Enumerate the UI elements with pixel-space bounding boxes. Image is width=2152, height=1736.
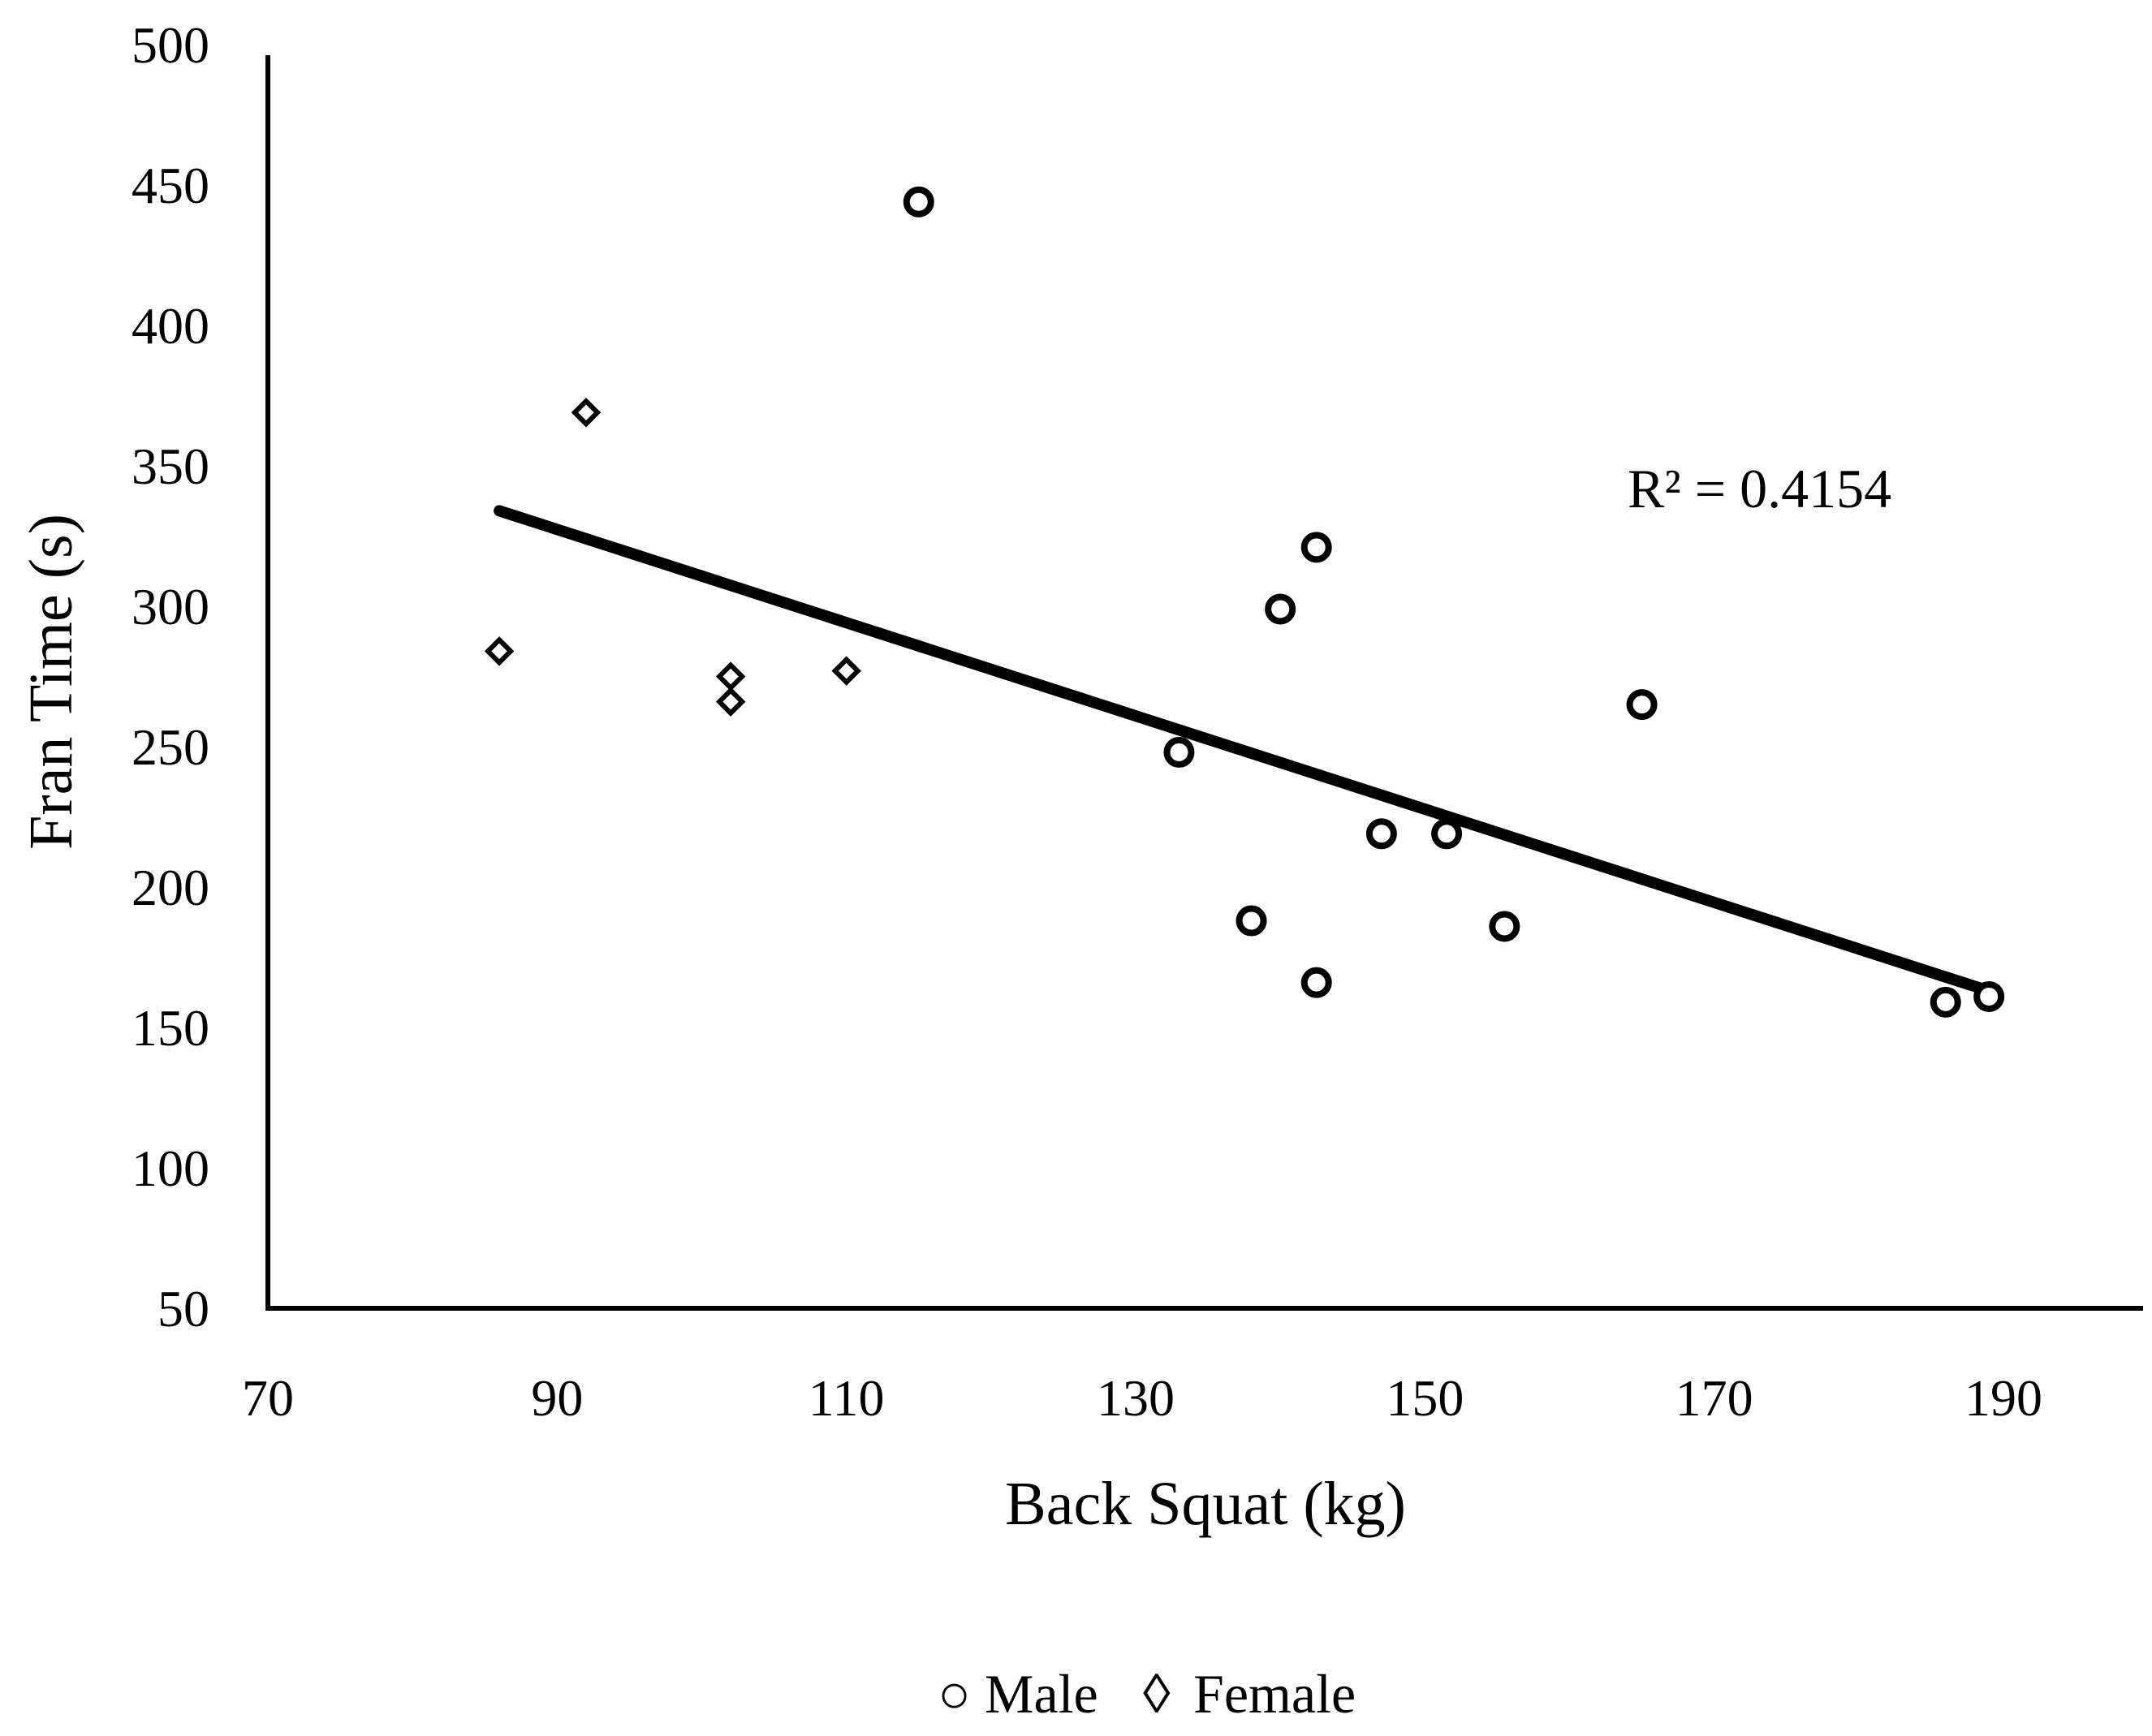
legend-female-symbol: ◊ — [1143, 1663, 1171, 1725]
legend: ○ Male ◊ Female — [938, 1663, 1356, 1725]
x-axis-title: Back Squat (kg) — [1005, 1470, 1406, 1538]
x-tick-label: 90 — [531, 1369, 583, 1427]
x-tick-label: 110 — [809, 1369, 885, 1427]
y-axis-title: Fran Time (s) — [17, 514, 85, 850]
male-data-point — [1300, 967, 1332, 998]
y-tick-label: 100 — [132, 1139, 209, 1197]
y-tick-label: 300 — [132, 578, 209, 635]
y-tick-label: 200 — [132, 859, 209, 916]
trendline — [494, 505, 1995, 997]
male-data-point — [903, 186, 934, 218]
r-squared-annotation: R² = 0.4154 — [1628, 458, 1891, 519]
female-data-point — [715, 661, 746, 691]
male-data-point — [1626, 689, 1658, 721]
y-tick-label: 250 — [132, 718, 209, 776]
x-tick-label: 170 — [1675, 1369, 1753, 1427]
male-data-point — [1236, 905, 1267, 937]
trendline-layer — [494, 505, 1995, 997]
female-data-point — [571, 398, 602, 428]
female-data-point — [831, 656, 861, 686]
y-tick-label: 500 — [132, 16, 209, 74]
y-tick-label: 50 — [157, 1280, 209, 1338]
legend-female-label: Female — [1193, 1663, 1356, 1725]
male-data-point — [1930, 986, 1961, 1018]
y-tick-label: 400 — [132, 297, 209, 355]
axes-layer — [265, 55, 2143, 1311]
female-data-point — [484, 636, 515, 666]
legend-male-symbol: ○ — [938, 1663, 971, 1725]
y-tick-label: 450 — [132, 157, 209, 214]
male-data-point — [1365, 818, 1397, 850]
male-data-point — [1973, 980, 2005, 1012]
male-data-point — [1300, 532, 1332, 563]
x-tick-labels: 70 90 110 130 150 170 190 — [242, 1369, 2042, 1427]
male-data-point — [1489, 911, 1520, 942]
legend-male-label: Male — [985, 1663, 1098, 1725]
x-tick-label: 150 — [1386, 1369, 1464, 1427]
data-points-layer — [484, 186, 2005, 1018]
y-tick-labels: 50 100 150 200 250 300 350 400 450 500 — [132, 16, 209, 1338]
male-data-point — [1163, 736, 1195, 768]
female-data-point — [715, 687, 746, 717]
male-data-point — [1265, 593, 1296, 625]
x-tick-label: 130 — [1097, 1369, 1175, 1427]
y-tick-label: 150 — [132, 999, 209, 1057]
x-tick-label: 190 — [1964, 1369, 2042, 1427]
x-tick-label: 70 — [242, 1369, 294, 1427]
y-tick-label: 350 — [132, 437, 209, 495]
male-data-point — [1431, 818, 1463, 850]
